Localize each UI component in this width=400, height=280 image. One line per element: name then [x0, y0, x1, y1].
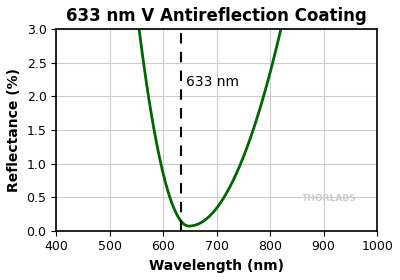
Text: THORLABS: THORLABS — [302, 193, 356, 202]
X-axis label: Wavelength (nm): Wavelength (nm) — [149, 259, 284, 273]
Y-axis label: Reflectance (%): Reflectance (%) — [7, 68, 21, 192]
Text: 633 nm: 633 nm — [186, 75, 239, 89]
Title: 633 nm V Antireflection Coating: 633 nm V Antireflection Coating — [66, 7, 367, 25]
